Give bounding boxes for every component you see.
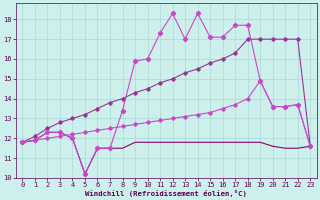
X-axis label: Windchill (Refroidissement éolien,°C): Windchill (Refroidissement éolien,°C) <box>85 190 247 197</box>
